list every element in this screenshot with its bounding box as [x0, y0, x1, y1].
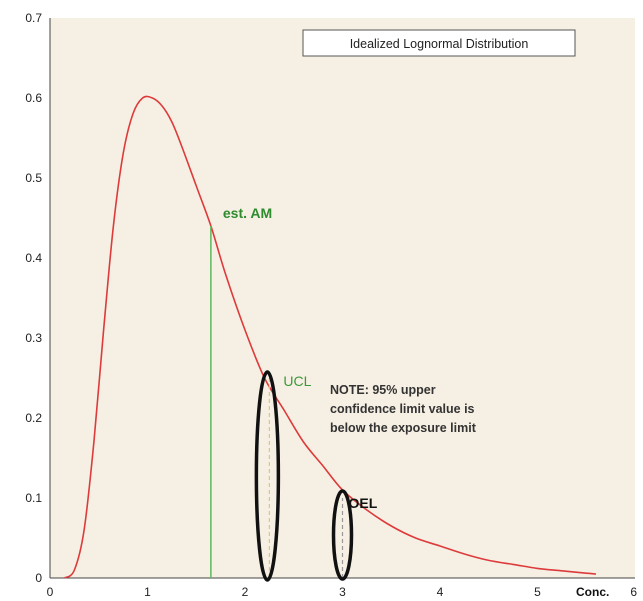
y-tick-label: 0.7	[25, 11, 42, 25]
x-tick-label: 2	[242, 585, 249, 599]
note-line-3: below the exposure limit	[330, 421, 477, 435]
y-tick-label: 0.2	[25, 411, 42, 425]
x-tick-label: 3	[339, 585, 346, 599]
title-box: Idealized Lognormal Distribution	[302, 29, 576, 57]
ucl-label: UCL	[283, 373, 311, 389]
plot-area	[50, 18, 635, 578]
ucl-ellipse	[254, 370, 281, 582]
x-tick-labels: 0 1 2 3 4 5 6	[47, 585, 638, 599]
x-tick-label: 0	[47, 585, 54, 599]
y-tick-label: 0	[35, 571, 42, 585]
x-tick-label: 1	[144, 585, 151, 599]
oel-label: OEL	[349, 495, 378, 511]
x-tick-label: 6	[630, 585, 637, 599]
oel-ellipse	[331, 489, 354, 581]
series-line	[64, 95, 597, 579]
x-tick-label: 5	[534, 585, 541, 599]
y-tick-label: 0.1	[25, 491, 42, 505]
note-line-1: NOTE: 95% upper	[330, 383, 436, 397]
x-axis-label: Conc.	[576, 585, 609, 599]
y-tick-labels: 0 0.1 0.2 0.3 0.4 0.5 0.6 0.7	[25, 11, 42, 585]
note-text: NOTE: 95% upper confidence limit value i…	[330, 383, 478, 435]
y-tick-label: 0.6	[25, 91, 42, 105]
title-box-frame	[302, 29, 576, 57]
y-tick-label: 0.3	[25, 331, 42, 345]
est-am-label: est. AM	[223, 205, 272, 221]
y-tick-label: 0.5	[25, 171, 42, 185]
x-tick-label: 4	[437, 585, 444, 599]
chart-title: Idealized Lognormal Distribution	[350, 37, 529, 51]
note-line-2: confidence limit value is	[330, 402, 475, 416]
y-tick-label: 0.4	[25, 251, 42, 265]
